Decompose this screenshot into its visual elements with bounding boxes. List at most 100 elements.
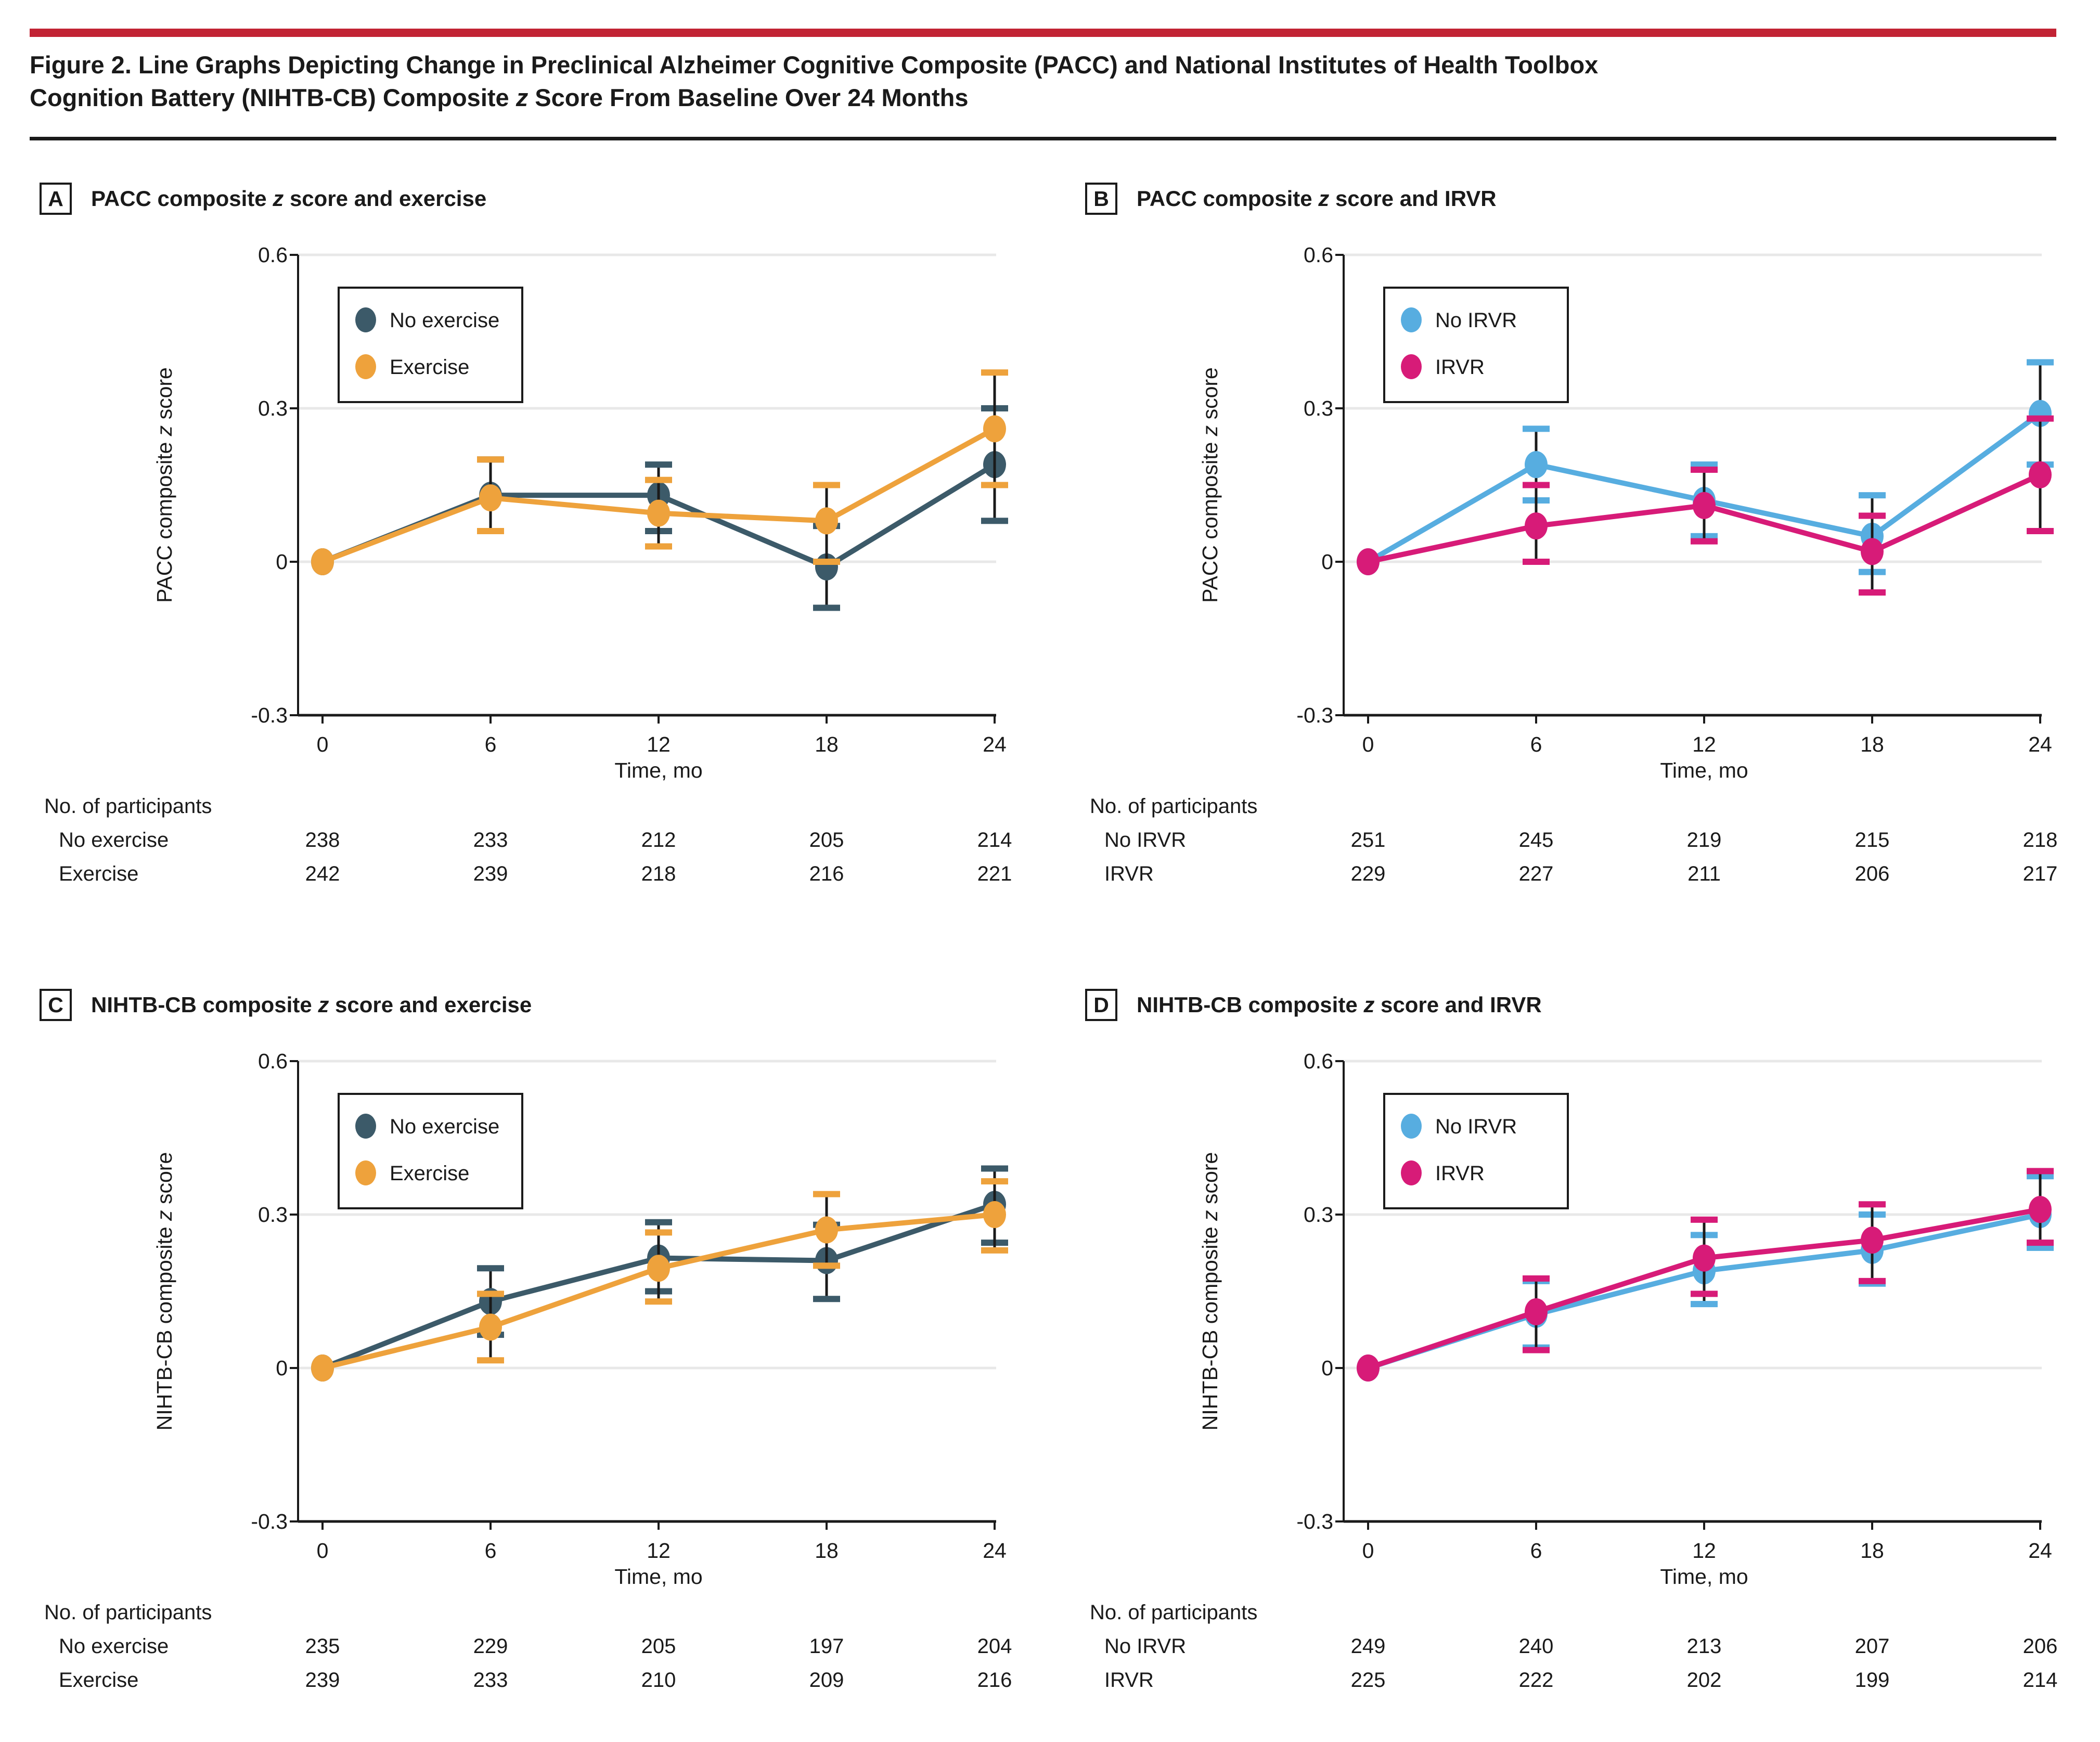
participants-count: 213 — [1687, 1635, 1722, 1658]
participants-count: 225 — [1351, 1669, 1386, 1692]
participants-count: 229 — [473, 1635, 508, 1658]
error-cap-lower — [1691, 538, 1718, 545]
error-cap-lower — [2027, 1240, 2054, 1246]
participants-header: No. of participants — [44, 795, 212, 818]
x-axis-label: Time, mo — [1660, 1565, 1748, 1589]
participants-row-label: IRVR — [1104, 1669, 1154, 1692]
data-point — [1525, 512, 1548, 540]
panel-a: A PACC composite z score and exercise 0.6 0… — [39, 179, 1053, 908]
error-cap-upper — [1691, 461, 1718, 468]
data-point — [479, 1313, 502, 1341]
legend-label: No exercise — [390, 309, 499, 332]
data-point — [1861, 1227, 1884, 1254]
data-point — [983, 415, 1006, 443]
error-cap-upper — [477, 1291, 504, 1297]
x-tick-label: 0 — [1362, 732, 1374, 756]
legend-swatch — [1401, 1160, 1422, 1185]
data-point — [311, 1354, 334, 1382]
panel-title: NIHTB-CB composite z score and IRVR — [1137, 992, 1542, 1017]
legend-label: Exercise — [390, 1162, 469, 1185]
participants-count: 202 — [1687, 1669, 1722, 1692]
y-tick-label: 0 — [1321, 1356, 1333, 1380]
participants-count: 219 — [1687, 829, 1722, 851]
x-tick-label: 6 — [1530, 1539, 1542, 1563]
figure-title-line2: Cognition Battery (NIHTB-CB) Composite z… — [30, 83, 969, 111]
data-point — [647, 499, 670, 527]
legend-label: No exercise — [390, 1115, 499, 1138]
error-cap-lower — [981, 1247, 1008, 1254]
data-point — [1861, 538, 1884, 565]
error-cap-upper — [813, 482, 840, 488]
participants-count: 214 — [977, 829, 1012, 851]
error-cap-upper — [645, 461, 672, 468]
y-tick-label: 0.3 — [258, 1203, 288, 1227]
y-axis-label: NIHTB-CB composite z score — [152, 1152, 176, 1430]
participants-count: 245 — [1519, 829, 1554, 851]
panel-c-chart-host: C NIHTB-CB composite z score and exercise… — [39, 986, 1053, 1717]
participants-row-label: No IRVR — [1104, 1635, 1186, 1658]
error-cap-upper — [1859, 492, 1886, 499]
data-point — [647, 1255, 670, 1282]
participants-count: 242 — [305, 862, 340, 885]
participants-count: 204 — [977, 1635, 1012, 1658]
participants-header: No. of participants — [1090, 795, 1257, 818]
panel-b: B PACC composite z score and IRVR 0.6 0.3 0 -… — [1085, 179, 2099, 908]
data-point — [1525, 451, 1548, 479]
y-tick-label: -0.3 — [1296, 1509, 1333, 1533]
y-tick-label: -0.3 — [251, 1509, 288, 1533]
legend-swatch — [355, 354, 376, 379]
participants-row-label: No IRVR — [1104, 829, 1186, 851]
x-axis-label: Time, mo — [1660, 758, 1748, 782]
participants-count: 251 — [1351, 829, 1386, 851]
participants-count: 216 — [977, 1669, 1012, 1692]
error-cap-upper — [477, 1265, 504, 1272]
x-tick-label: 24 — [983, 732, 1007, 756]
panel-d-chart: D NIHTB-CB composite z score and IRVR 0.6 0… — [1085, 989, 2057, 1692]
panel-letter: C — [48, 993, 63, 1017]
legend-label: IRVR — [1435, 356, 1485, 379]
panel-c-chart: C NIHTB-CB composite z score and exercise… — [40, 989, 1012, 1692]
error-cap-upper — [645, 1219, 672, 1225]
participants-count: 197 — [809, 1635, 844, 1658]
x-axis-label: Time, mo — [614, 1565, 702, 1589]
legend-label: Exercise — [390, 356, 469, 379]
panel-letter: D — [1093, 993, 1109, 1017]
error-cap-lower — [2027, 528, 2054, 534]
legend-swatch — [1401, 1114, 1422, 1139]
x-tick-label: 6 — [485, 732, 497, 756]
y-tick-label: 0 — [1321, 550, 1333, 574]
error-cap-upper — [1523, 1275, 1550, 1282]
error-cap-upper — [981, 1165, 1008, 1172]
participants-count: 222 — [1519, 1669, 1554, 1692]
error-cap-upper — [981, 1178, 1008, 1185]
participants-row-label: No exercise — [59, 829, 169, 851]
error-cap-lower — [1523, 1347, 1550, 1353]
participants-count: 239 — [305, 1669, 340, 1692]
y-axis-label: PACC composite z score — [152, 367, 176, 603]
x-tick-label: 12 — [647, 1539, 671, 1563]
x-axis-label: Time, mo — [614, 758, 702, 782]
error-cap-upper — [645, 476, 672, 483]
data-point — [815, 1216, 838, 1244]
participants-count: 240 — [1519, 1635, 1554, 1658]
data-point — [479, 484, 502, 512]
legend-label: No IRVR — [1435, 309, 1517, 332]
participants-count: 211 — [1687, 862, 1721, 885]
accent-bar — [30, 29, 2056, 37]
panel-d: D NIHTB-CB composite z score and IRVR 0.6 0… — [1085, 986, 2099, 1714]
x-tick-label: 6 — [485, 1539, 497, 1563]
data-point — [2029, 461, 2052, 488]
x-tick-label: 24 — [983, 1539, 1007, 1563]
x-tick-label: 18 — [815, 1539, 839, 1563]
error-cap-lower — [477, 1357, 504, 1364]
error-cap-upper — [2027, 1168, 2054, 1175]
panel-title: PACC composite z score and IRVR — [1137, 186, 1497, 211]
legend-label: No IRVR — [1435, 1115, 1517, 1138]
panel-letter-box — [40, 989, 72, 1021]
error-cap-upper — [2027, 359, 2054, 366]
error-cap-lower — [2027, 1244, 2054, 1251]
y-tick-label: 0 — [276, 1356, 288, 1380]
y-tick-label: 0.3 — [258, 396, 288, 420]
figure-title: Figure 2. Line Graphs Depicting Change i… — [30, 49, 2048, 114]
